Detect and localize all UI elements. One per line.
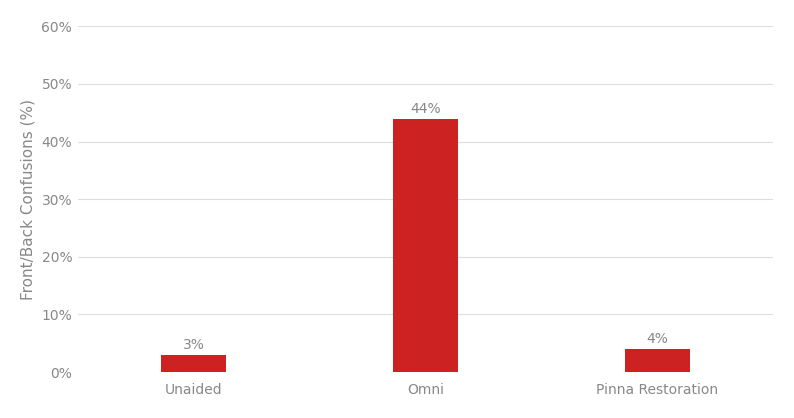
Bar [393, 119, 458, 372]
Bar [161, 355, 226, 372]
Text: 44%: 44% [410, 102, 441, 116]
Y-axis label: Front/Back Confusions (%): Front/Back Confusions (%) [21, 99, 36, 300]
Bar [625, 349, 690, 372]
Text: 4%: 4% [646, 332, 669, 346]
Text: 3%: 3% [183, 338, 205, 352]
